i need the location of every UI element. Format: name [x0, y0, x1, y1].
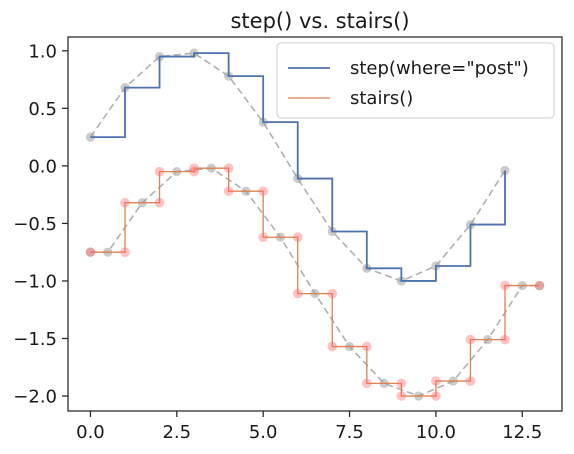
- y-tick-label: 1.0: [28, 41, 57, 62]
- x-tick-label: 2.5: [162, 422, 191, 443]
- stairs-edge-point: [258, 186, 268, 196]
- stairs-edge-point: [154, 197, 165, 208]
- legend-label-stairs: stairs(): [350, 88, 413, 109]
- stairs-edge-point: [500, 334, 510, 345]
- stairs-edge-point: [120, 247, 130, 257]
- stairs-edge-point: [292, 232, 303, 243]
- stairs-edge-point: [223, 163, 234, 173]
- series-step-line: [90, 52, 506, 282]
- y-tick-label: −2.0: [13, 387, 57, 408]
- stairs-edge-point: [465, 334, 476, 345]
- legend: step(where="post") stairs(): [276, 42, 555, 119]
- stairs-edge-point: [292, 288, 303, 299]
- stairs-edge-point: [327, 288, 338, 299]
- series-layer: [90, 52, 540, 397]
- legend-box: [276, 42, 555, 119]
- y-tick-label: −1.5: [13, 329, 57, 350]
- stairs-edge-point: [189, 163, 199, 173]
- stairs-edge-point: [534, 280, 545, 291]
- y-axis: 1.0 0.5 0.0 −0.5 −1.0 −1.5 −2.0: [13, 41, 68, 408]
- y-tick-label: 0.5: [28, 99, 57, 120]
- y-tick-label: −1.0: [13, 271, 57, 292]
- stairs-edge-point: [500, 280, 510, 291]
- stairs-edge-point: [223, 186, 234, 196]
- stairs-edge-point: [431, 376, 441, 386]
- stairs-edge-point: [431, 391, 441, 401]
- reference-point: [500, 165, 510, 176]
- stairs-edge-point: [362, 378, 372, 389]
- x-tick-label: 5.0: [249, 422, 278, 443]
- chart-title: step() vs. stairs(): [230, 9, 409, 33]
- stairs-edge-point: [189, 166, 199, 177]
- stairs-edge-point: [396, 391, 407, 401]
- stairs-edge-point: [362, 341, 372, 352]
- stairs-edge-point: [465, 376, 476, 386]
- reference-point: [534, 280, 545, 291]
- x-axis: 0.0 2.5 5.0 7.5 10.0 12.5: [76, 411, 542, 443]
- stairs-edge-point: [327, 341, 338, 352]
- y-tick-label: −0.5: [13, 214, 57, 235]
- stairs-edge-point: [258, 232, 268, 243]
- x-tick-label: 0.0: [76, 422, 105, 443]
- x-tick-label: 7.5: [335, 422, 364, 443]
- y-tick-label: 0.0: [28, 156, 57, 177]
- x-tick-label: 12.5: [502, 422, 542, 443]
- series-stairs-line: [90, 167, 540, 397]
- markers-layer: [85, 163, 545, 401]
- stairs-edge-point: [396, 378, 407, 389]
- stairs-edge-point: [154, 166, 165, 177]
- legend-label-step: step(where="post"): [350, 58, 529, 79]
- stairs-edge-point: [120, 197, 130, 208]
- x-tick-label: 10.0: [416, 422, 456, 443]
- stairs-edge-point: [85, 247, 96, 257]
